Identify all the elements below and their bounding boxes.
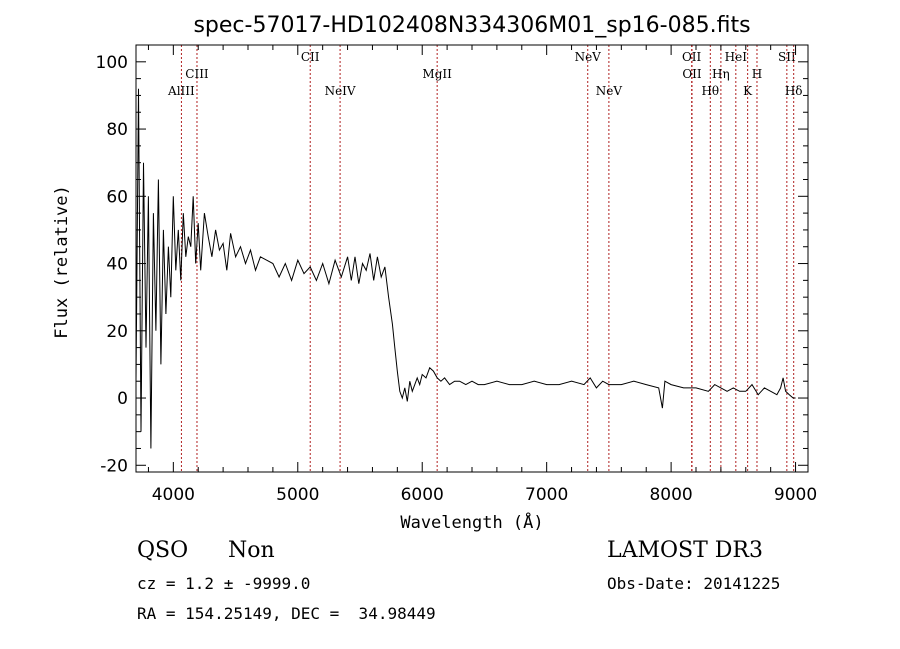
spectral-line-label: Hδ — [785, 84, 803, 98]
spectrum-series — [135, 88, 796, 449]
x-tick-label: 7000 — [525, 485, 568, 505]
spectral-line-label: NeIV — [325, 84, 356, 98]
x-tick-label: 6000 — [401, 485, 444, 505]
redshift-cz: cz = 1.2 ± -9999.0 — [137, 574, 311, 593]
spectral-line-label: Hθ — [701, 84, 719, 98]
y-tick-label: 100 — [96, 53, 128, 73]
object-class: QSO — [137, 538, 189, 563]
spectral-line-label: CII — [301, 50, 320, 64]
chart-title: spec-57017-HD102408N334306M01_sp16-085.f… — [193, 13, 750, 38]
ra-dec-coordinates: RA = 154.25149, DEC = 34.98449 — [137, 604, 436, 623]
spectral-line-label: HeI — [725, 50, 748, 64]
x-tick-label: 9000 — [774, 485, 817, 505]
spectral-line-label: AlIII — [167, 84, 195, 98]
x-tick-label: 4000 — [152, 485, 195, 505]
y-tick-label: 0 — [117, 389, 128, 409]
y-axis-label: Flux (relative) — [52, 185, 72, 339]
survey-name: LAMOST DR3 — [607, 538, 763, 563]
spectral-line-label: NeV — [575, 50, 602, 64]
spectral-line-markers: AlIIICIIICIINeIVMgIINeVNeVOIIOIIHθHηHeIK… — [167, 45, 803, 472]
spectrum-line — [135, 88, 796, 449]
observation-date: Obs-Date: 20141225 — [607, 574, 781, 593]
y-tick-label: 40 — [106, 255, 128, 275]
y-tick-label: 60 — [106, 187, 128, 207]
spectral-line-label: SII — [778, 50, 796, 64]
spectral-line-label: MgII — [422, 67, 452, 81]
spectral-line-label: Hη — [712, 67, 730, 81]
x-tick-label: 5000 — [276, 485, 319, 505]
spectral-line-label: NeV — [596, 84, 623, 98]
x-tick-label: 8000 — [649, 485, 692, 505]
y-tick-label: 80 — [106, 120, 128, 140]
object-subclass: Non — [228, 538, 275, 563]
spectral-line-label: OII — [682, 67, 702, 81]
spectral-line-label: H — [752, 67, 762, 81]
y-axis-ticks: -20 0 20 40 60 80 100 — [96, 53, 808, 476]
x-axis-label: Wavelength (Å) — [400, 511, 543, 533]
y-tick-label: 20 — [106, 322, 128, 342]
spectral-line-label: CIII — [185, 67, 209, 81]
y-tick-label: -20 — [100, 456, 128, 476]
plot-frame — [135, 44, 809, 473]
x-axis-ticks: 4000 5000 6000 7000 8000 9000 — [147, 45, 817, 505]
spectral-line-label: K — [743, 84, 753, 98]
